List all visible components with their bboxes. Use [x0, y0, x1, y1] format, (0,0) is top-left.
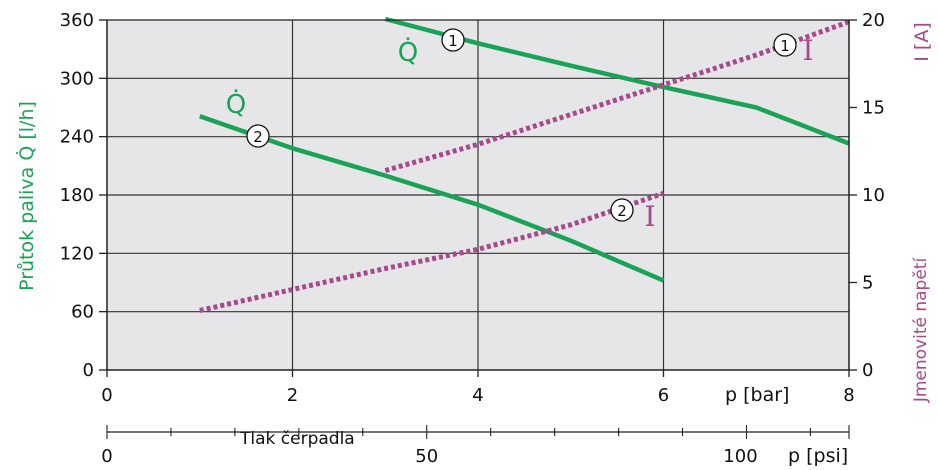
- psi-tick-label: 50: [415, 446, 438, 467]
- series-marker-circle-q2: [246, 124, 270, 148]
- x-tick-label: 8: [843, 385, 854, 406]
- series-label-q2: Q̇: [226, 88, 246, 120]
- y-right-tick-label: 0: [862, 360, 873, 381]
- series-line-q2: [199, 114, 665, 283]
- series-marker-circle-i2: [610, 198, 634, 222]
- y-right-tick-label: 15: [862, 98, 885, 119]
- series-label-q1: Q̇: [398, 36, 418, 68]
- y-left-tick-label: 60: [71, 302, 94, 323]
- psi-tick-label: 100: [723, 446, 757, 467]
- x-tick-label: 6: [658, 385, 669, 406]
- y-left-tick-label: 180: [60, 185, 94, 206]
- series-label-i1: I: [802, 34, 813, 67]
- x-tick-label: 2: [287, 385, 298, 406]
- y-left-tick-label: 360: [60, 10, 94, 31]
- y-left-axis-title: Průtok paliva Q̇ [l/h]: [16, 101, 38, 291]
- y-left-title-unit: [l/h]: [16, 101, 38, 140]
- y-right-tick-label: 10: [862, 185, 885, 206]
- psi-axis-label: p [psi]: [788, 445, 848, 467]
- axes-layer: 0 60 120 180 240 300 360 0 5 10 15 20 0 2 4 6 8 p [bar] 0 5…: [16, 10, 933, 467]
- y-left-tick-label: 240: [60, 127, 94, 148]
- y-right-axis-caption: Jmenovité napětí: [911, 257, 931, 404]
- series-marker-circle-i1: [773, 33, 797, 57]
- x-tick-label: 4: [472, 385, 483, 406]
- y-left-tick-label: 300: [60, 68, 94, 89]
- y-left-title-text: Průtok paliva: [16, 161, 38, 291]
- y-right-tick-label: 5: [862, 273, 873, 294]
- x-tick-label: 0: [101, 385, 112, 406]
- y-left-tick-label: 0: [83, 360, 94, 381]
- psi-axis-caption: Tlak čerpadla: [239, 429, 355, 449]
- y-right-axis-title: I [A]: [911, 22, 933, 61]
- series-marker-number-i1: 1: [780, 37, 790, 55]
- series-line-i1: [384, 19, 850, 173]
- psi-tick-label: 0: [101, 446, 112, 467]
- series-marker-number-i2: 2: [617, 202, 627, 220]
- series-line-i2: [199, 190, 665, 313]
- y-right-tick-label: 20: [862, 10, 885, 31]
- series-marker-number-q2: 2: [253, 128, 263, 146]
- series-marker-number-q1: 1: [448, 32, 458, 50]
- series-label-i2: I: [644, 200, 655, 233]
- x-axis-label: p [bar]: [725, 384, 789, 406]
- series-marker-circle-q1: [441, 28, 465, 52]
- y-left-tick-label: 120: [60, 243, 94, 264]
- y-left-title-symbol: Q̇: [16, 140, 38, 161]
